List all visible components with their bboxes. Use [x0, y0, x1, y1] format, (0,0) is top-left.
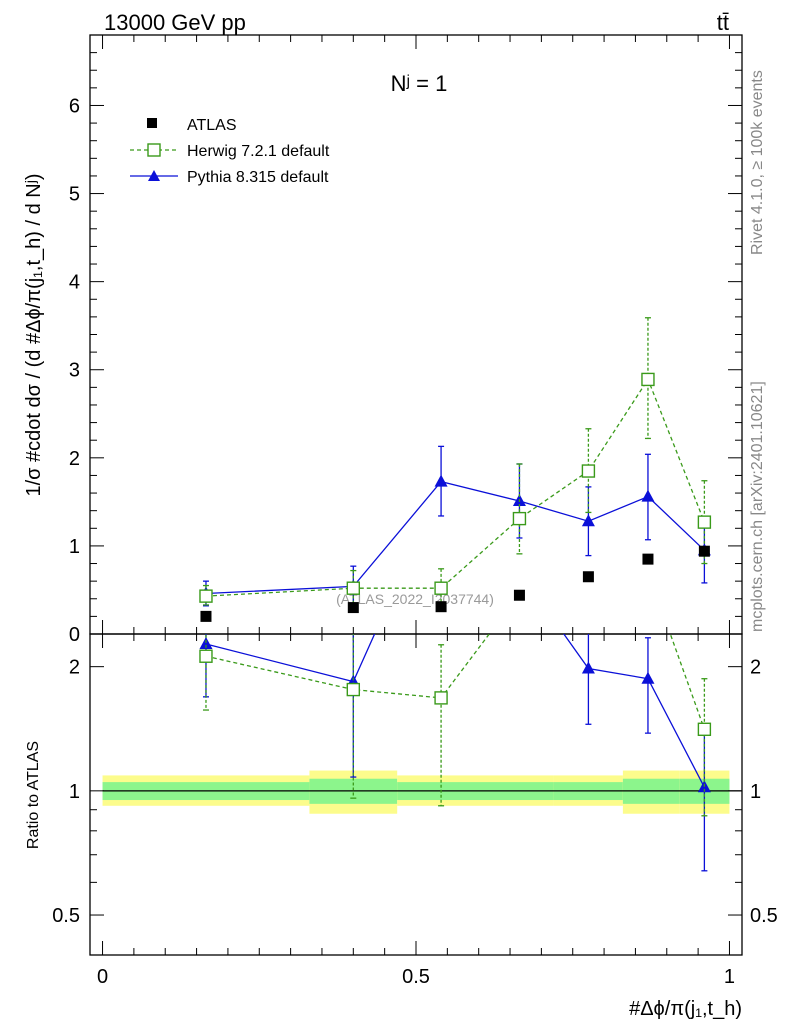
legend-entry-pythia: Pythia 8.315 default: [130, 169, 329, 186]
legend-marker-pythia: [148, 170, 160, 181]
legend-entry-atlas: ATLAS: [147, 117, 237, 134]
main-point-atlas: [513, 589, 525, 601]
ratio-point-herwig: [199, 649, 213, 663]
ratio-point-pythia: [199, 636, 213, 649]
main-series-atlas: [200, 545, 710, 622]
ratio-series-herwig: [199, 566, 712, 817]
main-point-pythia: [434, 474, 448, 487]
legend-marker-atlas: [147, 118, 157, 128]
main-point-herwig: [581, 464, 596, 478]
ratio-point-pythia: [581, 661, 595, 674]
ratio-y-tick-label: 0.5: [52, 905, 80, 927]
main-point-atlas: [582, 571, 594, 583]
main-y-tick-label: 5: [69, 184, 80, 206]
main-y-tick-label: 4: [69, 272, 80, 294]
main-point-atlas: [347, 602, 359, 614]
ratio-point-pythia: [513, 565, 526, 577]
ratio-point-herwig: [346, 682, 361, 697]
main-point-atlas: [200, 610, 212, 622]
main-point-herwig: [512, 511, 527, 526]
main-y-tick-label: 1: [69, 536, 80, 558]
main-point-atlas: [698, 545, 710, 557]
watermark: (ATLAS_2022_I2037744): [336, 591, 494, 607]
x-axis-label: #Δϕ/π(j₁,t_h): [629, 998, 742, 1020]
ratio-y-tick-label-right: 2: [750, 657, 761, 679]
main-title: Nʲ = 1: [391, 71, 448, 96]
main-point-herwig: [434, 581, 448, 595]
x-tick-label: 0: [97, 966, 108, 988]
legend-label-pythia: Pythia 8.315 default: [187, 169, 329, 186]
ratio-point-herwig: [582, 597, 594, 609]
legend: ATLAS Herwig 7.2.1 default Pythia 8.315 …: [130, 117, 330, 186]
main-series-pythia: [199, 445, 711, 607]
ratio-y-tick-label-right: 0.5: [750, 905, 778, 927]
main-line-herwig: [205, 377, 706, 597]
mcplots-label: mcplots.cern.ch [arXiv:2401.10621]: [749, 381, 766, 632]
main-panel: 0 1 2 3 4 5 6: [69, 34, 743, 646]
main-y-tick-label: 0: [69, 624, 80, 646]
main-line-pythia: [205, 480, 705, 595]
ratio-line-pythia: [205, 634, 705, 788]
energy-label: 13000 GeV pp: [104, 10, 246, 35]
ratio-y-tick-label: 1: [69, 781, 80, 803]
main-y-axis-label: 1/σ #cdot dσ / (d #Δϕ/π(j₁,t_h) / d Nʲ): [23, 173, 45, 496]
main-y-tick-label: 3: [69, 360, 80, 382]
rivet-label: Rivet 4.1.0, ≥ 100k events: [749, 70, 766, 255]
main-y-tick-label: 2: [69, 448, 80, 470]
ratio-point-herwig: [697, 722, 712, 736]
legend-label-herwig: Herwig 7.2.1 default: [187, 143, 330, 160]
ratio-point-herwig: [642, 566, 654, 578]
ratio-point-herwig: [434, 691, 448, 705]
ratio-y-tick-label-right: 1: [750, 781, 761, 803]
main-point-pythia: [641, 489, 655, 502]
main-point-pythia: [581, 514, 595, 527]
main-point-atlas: [642, 553, 654, 565]
ratio-y-axis-label: Ratio to ATLAS: [25, 741, 42, 849]
main-point-herwig: [697, 515, 712, 529]
main-y-tick-label: 6: [69, 95, 80, 117]
ratio-point-pythia: [641, 671, 655, 684]
main-point-herwig: [641, 372, 655, 387]
x-tick-label: 0.5: [402, 966, 430, 988]
ratio-panel: 0 0.5 1 0.5 0.5 1 1 2 2: [52, 565, 778, 988]
main-series-herwig: [199, 317, 712, 607]
main-point-herwig: [199, 589, 213, 603]
legend-marker-herwig: [147, 143, 161, 157]
main-point-atlas: [435, 601, 447, 613]
ratio-y-tick-label: 2: [69, 657, 80, 679]
side-labels: Rivet 4.1.0, ≥ 100k events mcplots.cern.…: [749, 70, 766, 632]
process-label: tt̄: [717, 10, 729, 35]
legend-label-atlas: ATLAS: [187, 117, 237, 134]
legend-entry-herwig: Herwig 7.2.1 default: [130, 143, 330, 160]
main-point-herwig: [346, 581, 361, 595]
x-tick-label: 1: [724, 966, 735, 988]
